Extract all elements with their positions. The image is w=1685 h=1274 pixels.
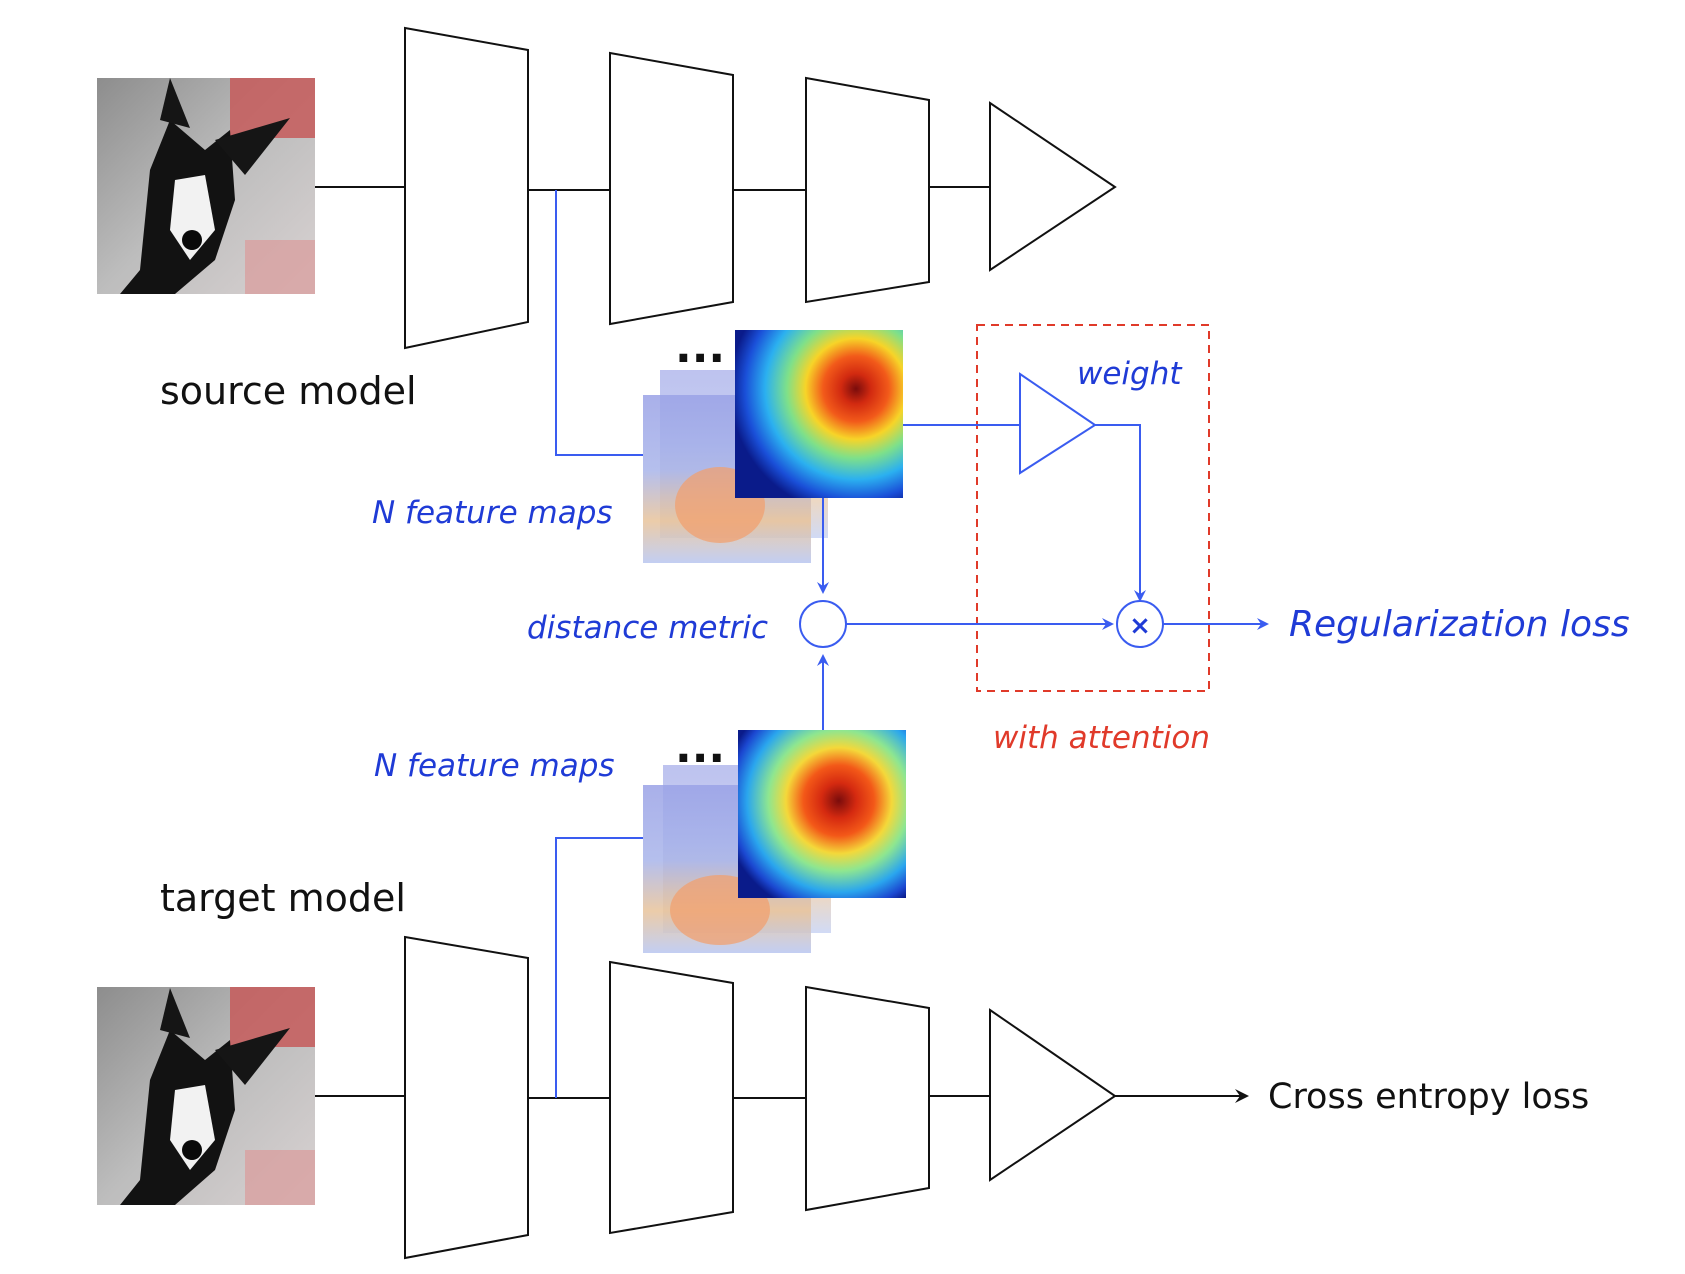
source-input-image xyxy=(97,78,315,294)
with-attention-label: with attention xyxy=(993,720,1210,756)
attention-box xyxy=(976,324,1210,692)
weight-triangle xyxy=(1019,372,1097,475)
source-classifier-head xyxy=(989,101,1117,272)
source-connections xyxy=(315,186,990,191)
source-feature-maps xyxy=(643,330,903,563)
target-n-feature-maps-label: N feature maps xyxy=(374,748,615,784)
target-tap-line xyxy=(555,837,643,1098)
source-ellipsis: ... xyxy=(675,322,725,373)
multiply-symbol: × xyxy=(1129,611,1151,641)
source-n-feature-maps-label: N feature maps xyxy=(372,495,613,531)
target-layer-3 xyxy=(805,985,930,1212)
source-layer-1 xyxy=(404,26,529,350)
target-feature-maps xyxy=(643,730,906,953)
regularization-loss-label: Regularization loss xyxy=(1289,604,1630,645)
weight-label: weight xyxy=(1077,356,1183,392)
source-layer-2 xyxy=(609,51,734,326)
cross-entropy-loss-label: Cross entropy loss xyxy=(1268,1077,1589,1117)
target-input-image xyxy=(97,987,315,1205)
source-tap-line xyxy=(555,190,643,456)
target-model-label: target model xyxy=(160,876,406,920)
target-layer-1 xyxy=(404,935,529,1260)
distance-metric-node xyxy=(799,600,847,648)
target-connections xyxy=(315,1095,990,1099)
source-layer-3 xyxy=(805,76,930,304)
weight-to-multiply-line xyxy=(1095,424,1146,602)
target-layer-2 xyxy=(609,960,734,1235)
target-classifier-head xyxy=(989,1008,1117,1182)
target-ellipsis: ... xyxy=(675,722,725,773)
source-model-label: source model xyxy=(160,369,417,413)
distance-metric-label: distance metric xyxy=(527,610,768,646)
